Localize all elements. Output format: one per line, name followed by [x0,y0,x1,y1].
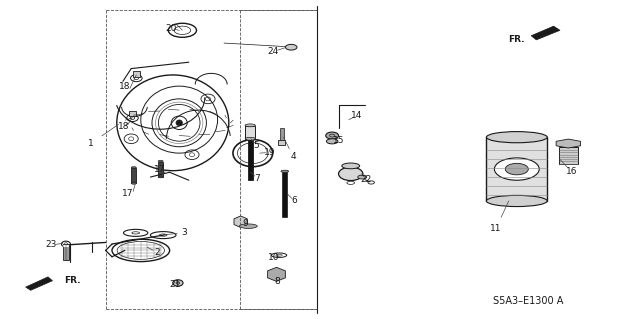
Text: 8: 8 [275,277,280,286]
Bar [158,162,163,177]
Bar [280,128,284,140]
Bar [282,172,287,217]
Text: 4: 4 [291,152,296,161]
Text: 14: 14 [351,111,363,120]
Text: FR.: FR. [64,276,81,285]
Circle shape [285,44,297,50]
Polygon shape [268,267,285,281]
Text: 19: 19 [264,148,275,157]
Ellipse shape [239,224,257,228]
Polygon shape [26,277,52,290]
Ellipse shape [245,124,255,127]
Text: 3: 3 [182,228,187,237]
Text: 22: 22 [360,175,372,184]
Text: 9: 9 [243,219,248,228]
Ellipse shape [131,167,136,168]
Bar [278,140,285,145]
Text: 21: 21 [169,280,180,289]
Text: 15: 15 [333,136,345,145]
Text: S5A3–E1300 A: S5A3–E1300 A [493,296,563,307]
Bar [559,147,578,164]
Polygon shape [531,26,560,40]
Bar [129,111,136,116]
Text: 10: 10 [268,253,280,262]
Text: 16: 16 [566,167,577,176]
Polygon shape [234,216,247,227]
Polygon shape [556,139,580,148]
Circle shape [506,163,528,175]
Text: 5: 5 [253,141,259,150]
Bar [248,140,253,180]
Text: 1: 1 [88,139,93,148]
Ellipse shape [158,176,163,178]
Ellipse shape [486,132,547,143]
Ellipse shape [281,170,289,172]
Ellipse shape [339,167,363,181]
Ellipse shape [358,175,367,179]
Ellipse shape [486,195,547,207]
Circle shape [494,158,539,180]
Text: 7: 7 [255,174,260,183]
Ellipse shape [173,280,183,286]
Text: 6: 6 [292,197,297,205]
Text: 18: 18 [118,122,129,131]
Ellipse shape [158,160,163,162]
Bar [131,168,136,183]
Ellipse shape [326,139,338,144]
Bar [133,71,140,77]
Text: FR.: FR. [508,35,525,44]
Bar [63,244,69,260]
Text: 2: 2 [154,248,159,256]
Text: 11: 11 [490,224,502,233]
Bar [245,126,255,139]
Text: 20: 20 [166,24,177,33]
Ellipse shape [342,163,360,169]
Ellipse shape [245,137,255,140]
Text: 17: 17 [154,165,166,174]
Ellipse shape [326,132,339,139]
Text: 18: 18 [119,82,131,91]
Bar [486,137,547,201]
Text: 17: 17 [122,189,134,198]
Text: 23: 23 [45,241,57,249]
Ellipse shape [176,282,180,284]
Ellipse shape [176,120,182,126]
Text: 24: 24 [267,47,278,56]
Ellipse shape [131,182,136,184]
